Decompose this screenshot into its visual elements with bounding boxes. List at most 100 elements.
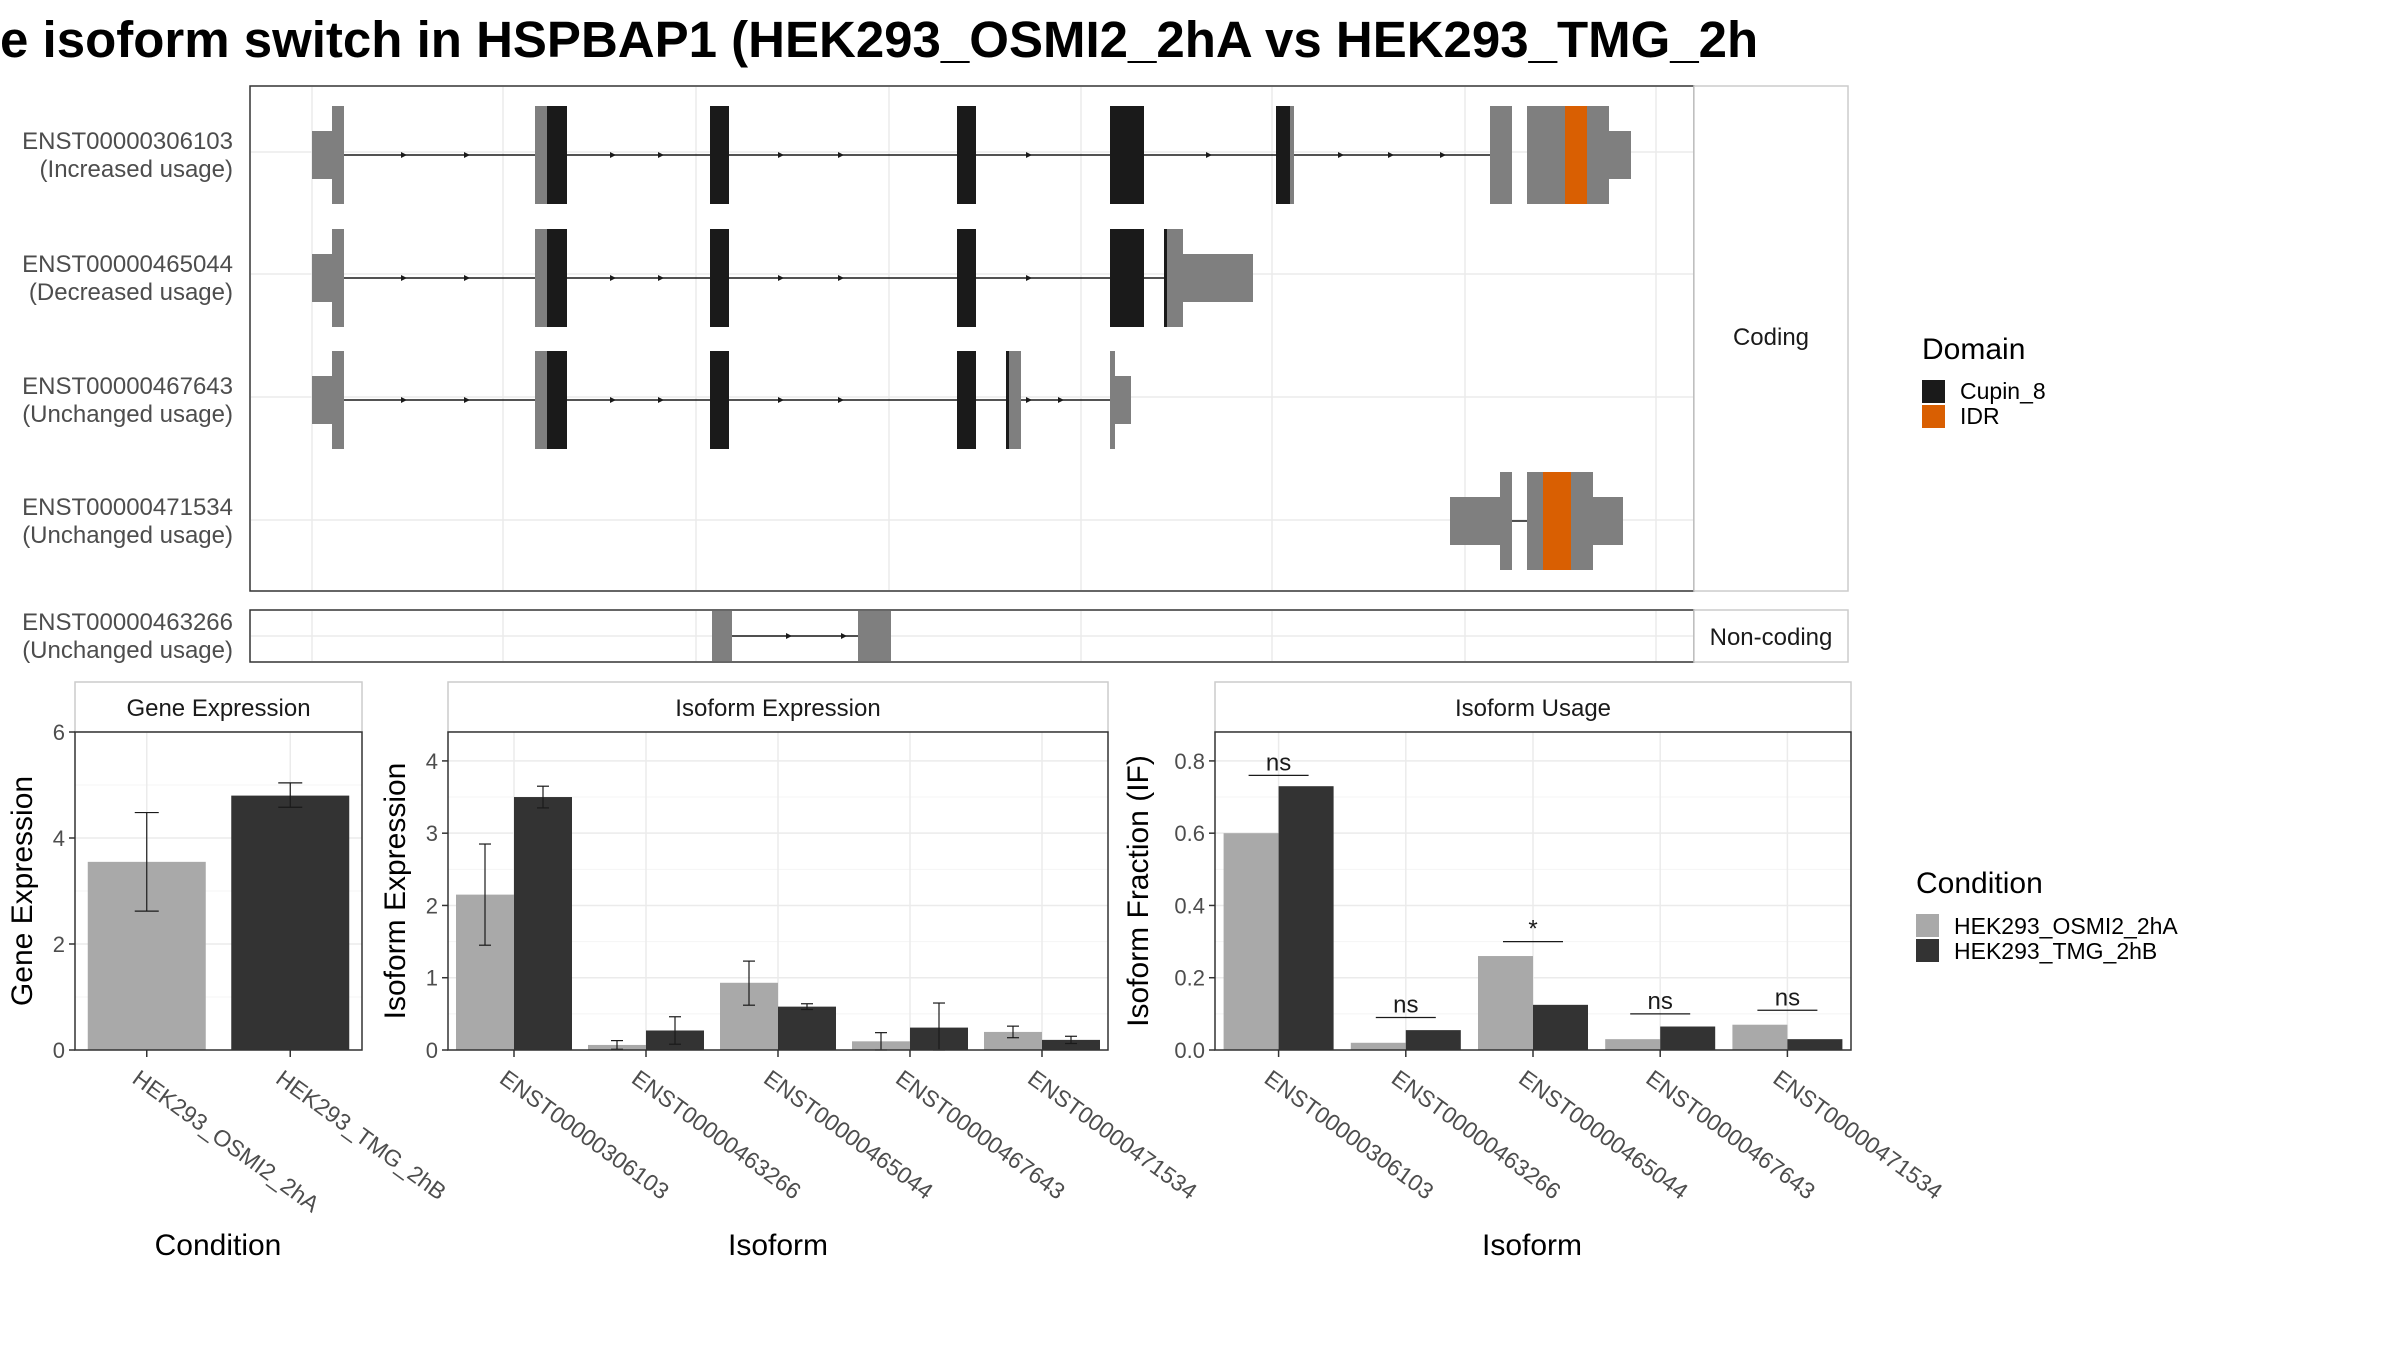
intron-direction-arrow: [610, 275, 616, 281]
domain-legend-title: Domain: [1922, 333, 2025, 366]
isoform-id-label: ENST00000306103: [22, 128, 233, 155]
utr-exon: [1183, 254, 1253, 302]
y-axis-title: Isoform Fraction (IF): [1122, 755, 1155, 1027]
intron-direction-arrow: [464, 275, 470, 281]
bar: [1278, 786, 1334, 1050]
cds-exon: [332, 106, 344, 204]
y-tick-label: 1: [426, 966, 438, 991]
cupin8-domain-exon: [547, 351, 567, 449]
domain-legend: Domain Cupin_8 IDR: [1922, 333, 2046, 429]
intron-direction-arrow: [464, 152, 470, 158]
cds-exon: [858, 611, 891, 661]
isoform-usage-label: (Unchanged usage): [22, 401, 233, 428]
bar: [1732, 1024, 1788, 1050]
y-tick-label: 0: [53, 1038, 65, 1063]
intron-direction-arrow: [838, 275, 844, 281]
y-tick-label: 2: [53, 932, 65, 957]
panel-strip: [447, 681, 1109, 733]
significance-label: ns: [1648, 988, 1673, 1015]
cupin8-domain-exon: [1276, 106, 1290, 204]
intron-direction-arrow: [1026, 397, 1032, 403]
cupin8-domain-exon: [957, 351, 976, 449]
osmi2-label: HEK293_OSMI2_2hA: [1954, 913, 2178, 939]
isoform-usage-label: (Unchanged usage): [22, 522, 233, 549]
intron-direction-arrow: [658, 275, 664, 281]
bar: [1478, 956, 1533, 1050]
bar: [1533, 1004, 1588, 1050]
panel-title: Gene Expression: [126, 695, 310, 722]
panel-strip: [74, 681, 363, 733]
cupin8-swatch: [1922, 380, 1945, 403]
noncoding-strip: [1693, 609, 1849, 663]
isoform-id-label: ENST00000467643: [22, 373, 233, 400]
cupin8-label: Cupin_8: [1960, 378, 2046, 404]
y-tick-label: 2: [426, 893, 438, 918]
utr-exon: [1593, 497, 1623, 545]
cds-exon: [1490, 106, 1512, 204]
cds-exon: [1290, 106, 1294, 204]
cds-exon: [1551, 106, 1565, 204]
isoform-id-label: ENST00000465044: [22, 251, 233, 278]
idr-label: IDR: [1960, 403, 2000, 429]
intron-direction-arrow: [841, 633, 847, 639]
isoform-usage-label: (Decreased usage): [29, 279, 233, 306]
bar: [1405, 1030, 1461, 1050]
utr-exon: [1450, 497, 1500, 545]
cds-exon: [332, 229, 344, 327]
cupin8-domain-exon: [1110, 229, 1144, 327]
idr-domain-exon: [1543, 472, 1571, 570]
isoform-structure-panel: Coding Non-coding ENST00000306103(Increa…: [22, 85, 1849, 664]
intron-direction-arrow: [401, 152, 407, 158]
significance-label: *: [1528, 916, 1537, 943]
bar: [1605, 1039, 1661, 1050]
y-tick-label: 0.8: [1174, 749, 1205, 774]
isoform-usage-label: (Increased usage): [40, 156, 233, 183]
cds-exon: [1500, 472, 1512, 570]
intron-direction-arrow: [1058, 397, 1064, 403]
y-tick-label: 0.0: [1174, 1038, 1205, 1063]
y-tick-label: 0: [426, 1038, 438, 1063]
bar: [514, 797, 572, 1050]
x-axis-title: Isoform: [1482, 1229, 1582, 1262]
utr-exon: [312, 376, 332, 424]
bar: [1787, 1039, 1843, 1050]
cds-exon: [332, 351, 344, 449]
bar: [778, 1006, 836, 1050]
bar: [1223, 833, 1279, 1050]
panel-title: Isoform Expression: [675, 695, 880, 722]
intron-direction-arrow: [658, 152, 664, 158]
cds-exon: [1571, 472, 1593, 570]
utr-exon: [1609, 131, 1631, 179]
y-axis-title: Isoform Expression: [379, 763, 412, 1020]
y-tick-label: 0.6: [1174, 821, 1205, 846]
cupin8-domain-exon: [957, 229, 976, 327]
intron-direction-arrow: [1206, 152, 1212, 158]
y-tick-label: 0.2: [1174, 966, 1205, 991]
intron-direction-arrow: [464, 397, 470, 403]
isoform-id-label: ENST00000471534: [22, 494, 233, 521]
utr-exon: [1115, 376, 1131, 424]
significance-label: ns: [1393, 991, 1418, 1018]
x-axis-title: Condition: [155, 1229, 282, 1262]
cds-exon: [535, 351, 547, 449]
intron-direction-arrow: [1338, 152, 1344, 158]
noncoding-strip-label: Non-coding: [1710, 624, 1833, 651]
cds-exon: [1009, 351, 1021, 449]
intron-direction-arrow: [778, 397, 784, 403]
idr-swatch: [1922, 405, 1945, 428]
cds-exon: [1527, 472, 1543, 570]
isoform-usage-label: (Unchanged usage): [22, 637, 233, 664]
coding-strip: [1693, 85, 1849, 592]
y-tick-label: 6: [53, 720, 65, 745]
intron-direction-arrow: [838, 152, 844, 158]
intron-direction-arrow: [778, 275, 784, 281]
intron-direction-arrow: [1026, 152, 1032, 158]
y-tick-label: 3: [426, 821, 438, 846]
cds-exon: [1527, 106, 1551, 204]
utr-exon: [312, 254, 332, 302]
cupin8-domain-exon: [547, 106, 567, 204]
coding-strip-label: Coding: [1733, 324, 1809, 351]
x-axis-title: Isoform: [728, 1229, 828, 1262]
